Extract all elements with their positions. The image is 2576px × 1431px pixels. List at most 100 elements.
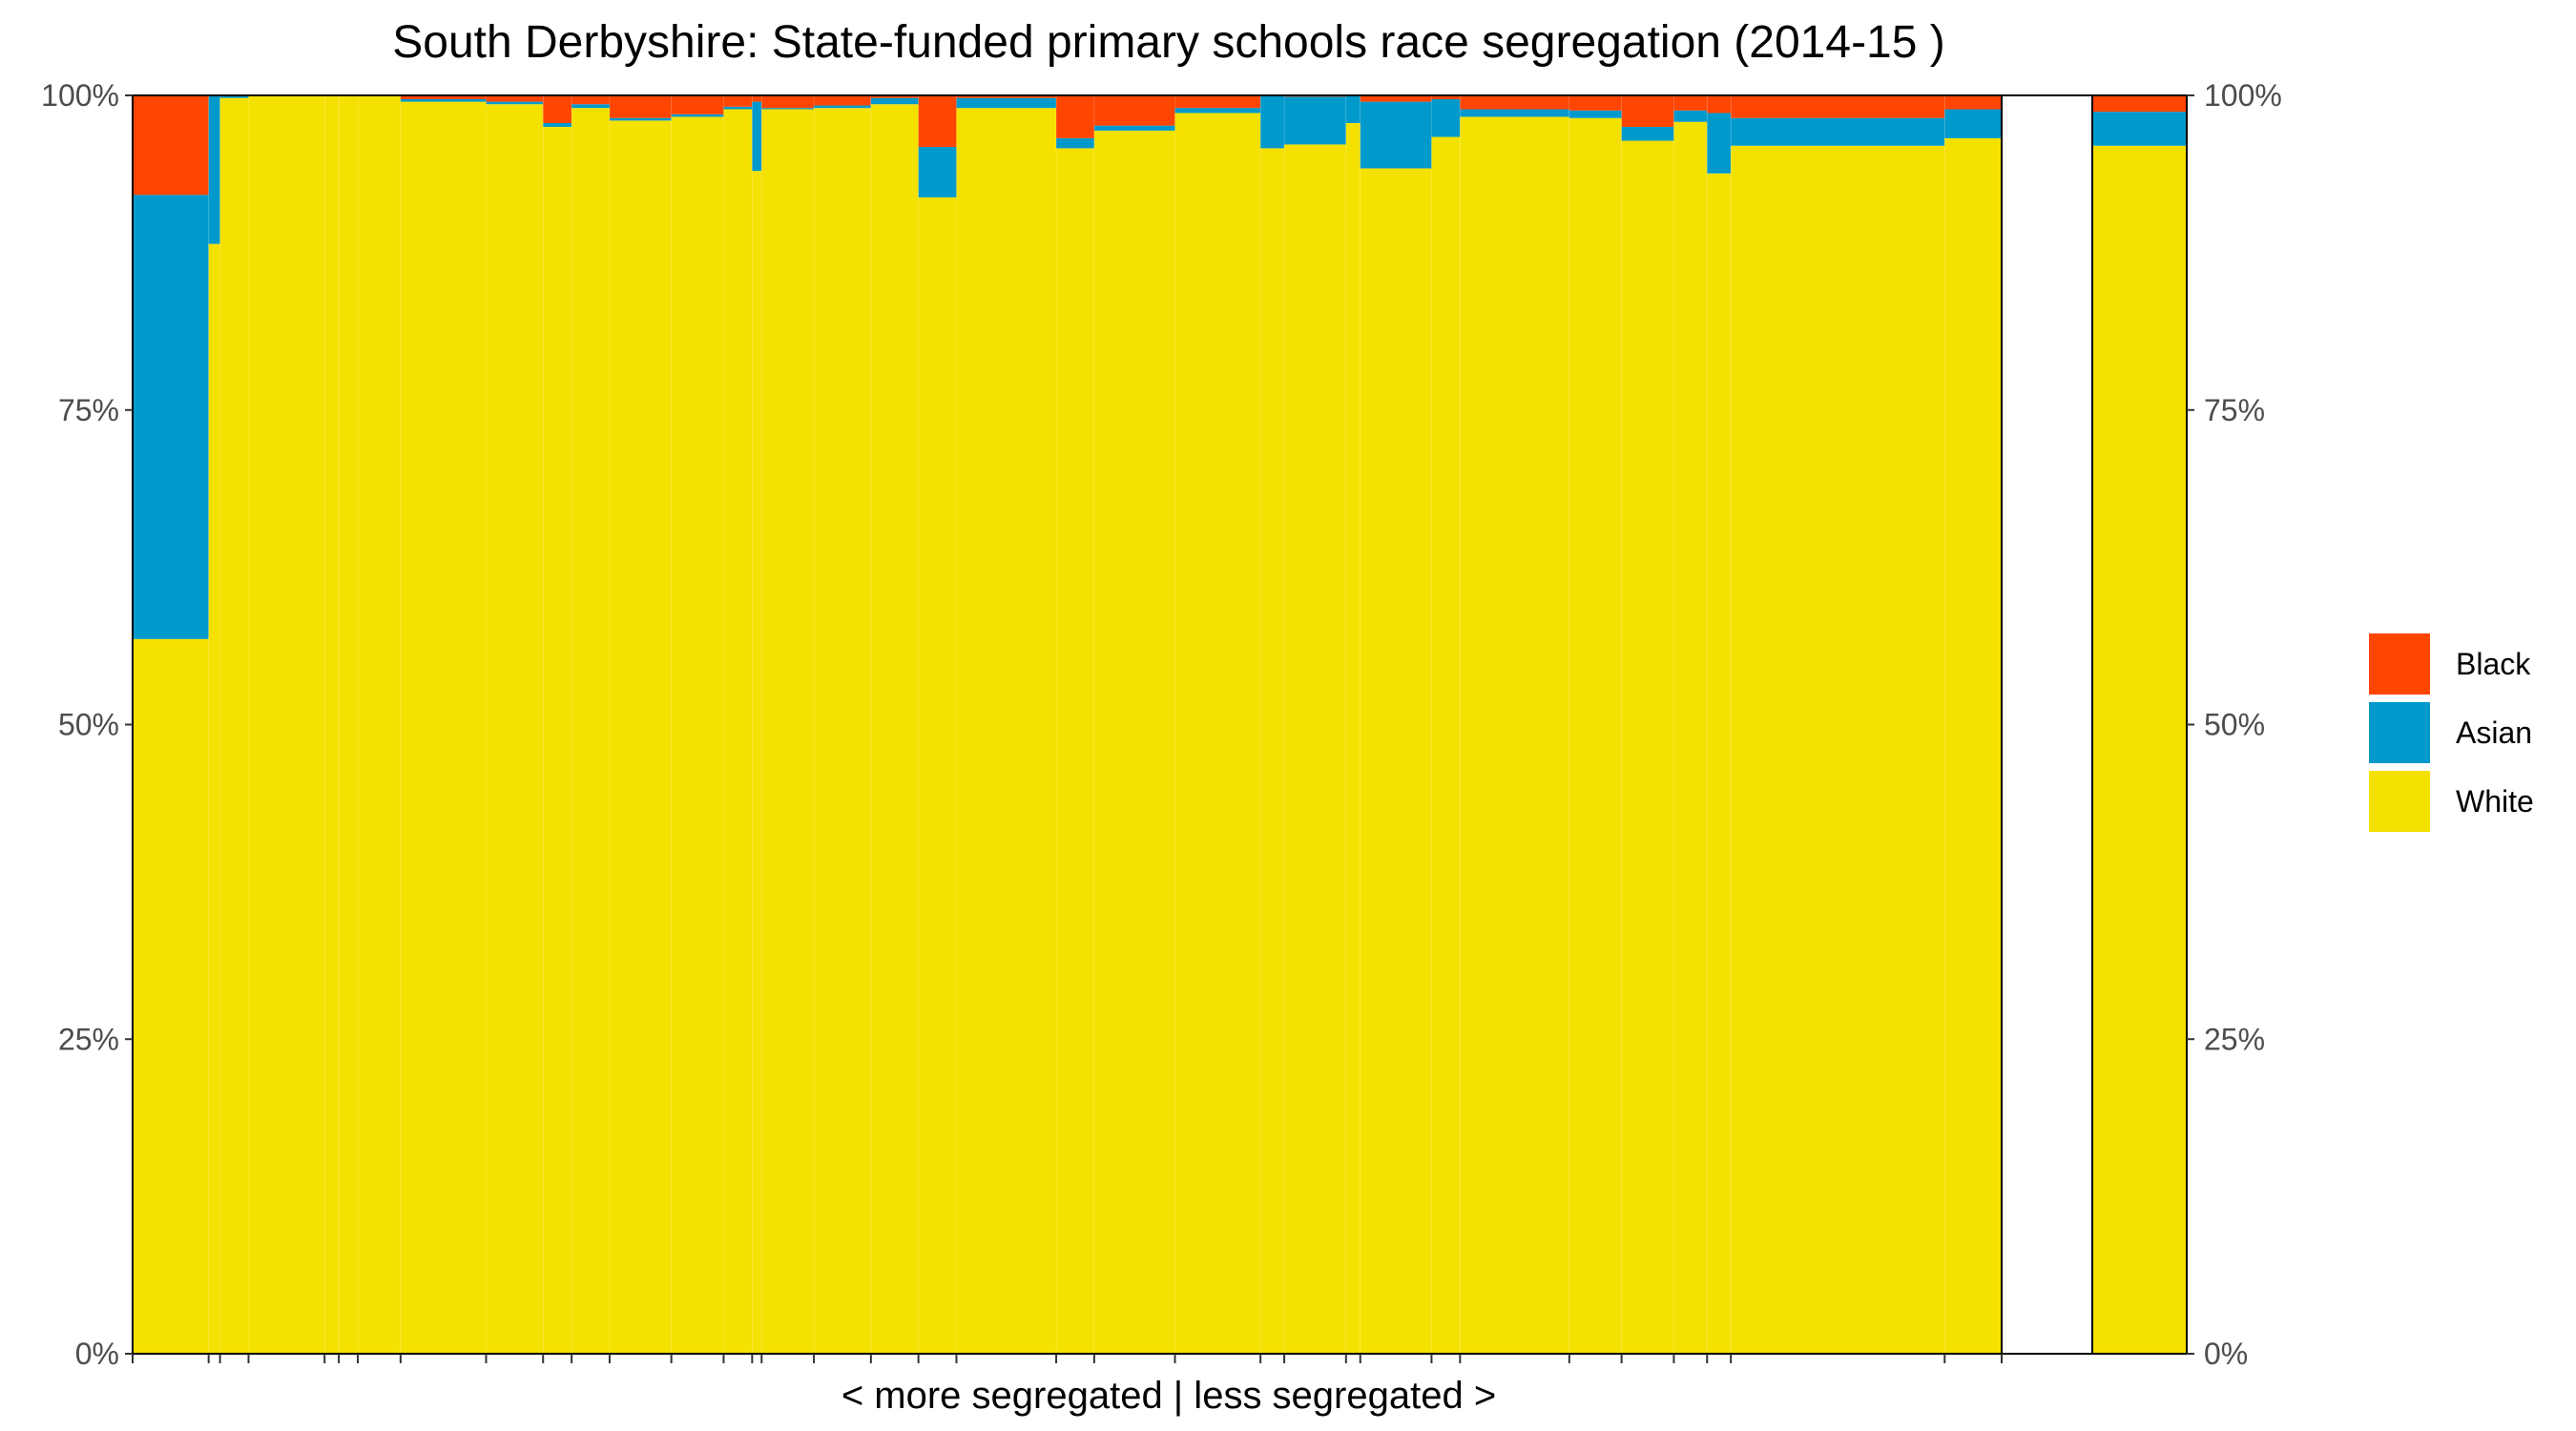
bar-segment-white (486, 104, 544, 1354)
bar-segment-asian (133, 195, 209, 639)
bar-segment-white (1460, 116, 1569, 1355)
y-tick-label-left: 25% (58, 1022, 119, 1056)
bar-segment-asian (1673, 110, 1708, 122)
bar-segment-white (918, 197, 957, 1355)
bar-segment-white (1731, 145, 1945, 1354)
bar-segment-white (1056, 148, 1094, 1355)
bar-segment-black (1431, 95, 1461, 99)
bar-segment-asian (752, 101, 762, 172)
bars-main (132, 95, 2002, 1355)
bar-segment-asian (671, 114, 724, 117)
bar-segment-black (1460, 95, 1569, 110)
bar-segment-white (1360, 168, 1432, 1355)
overall-segment-black (2092, 95, 2187, 113)
bar-segment-white (1284, 144, 1346, 1354)
bar-segment-black (956, 95, 1057, 98)
bar-segment-white (1345, 123, 1361, 1354)
bar-segment-asian (1707, 113, 1732, 174)
x-axis-label: < more segregated | less segregated > (841, 1375, 1496, 1417)
bar-segment-white (324, 95, 340, 1354)
bar-segment-asian (1360, 101, 1432, 169)
y-tick-label-left: 50% (58, 708, 119, 742)
bar-segment-black (1673, 95, 1708, 111)
bar-segment-black (870, 95, 919, 98)
bar-segment-black (752, 95, 762, 102)
bar-segment-black (1568, 95, 1622, 111)
bar-segment-asian (208, 95, 220, 244)
bar-segment-asian (609, 117, 672, 121)
bar-segment-asian (1260, 95, 1285, 149)
bar-segment-black (1621, 95, 1674, 127)
legend: Black Asian White (2369, 633, 2534, 832)
bar-segment-white (543, 126, 572, 1355)
legend-label-black: Black (2456, 647, 2531, 681)
y-tick-label-right: 25% (2204, 1022, 2265, 1056)
y-tick-label-left: 100% (41, 78, 119, 113)
bar-segment-black (1731, 95, 1945, 118)
y-tick-label-right: 75% (2204, 393, 2265, 427)
bar-segment-white (1707, 173, 1732, 1355)
bar-segment-white (671, 116, 724, 1355)
legend-swatch-white (2369, 771, 2430, 832)
bar-segment-asian (1431, 98, 1461, 137)
bar-segment-asian (1284, 96, 1346, 145)
y-axis-right: 0% 25% 50% 75% 100% (2187, 78, 2282, 1371)
bar-segment-asian (1621, 126, 1674, 141)
legend-swatch-black (2369, 633, 2430, 695)
bar-segment-white (1673, 121, 1708, 1355)
bar-segment-asian (918, 147, 957, 197)
bar-segment-black (400, 95, 487, 99)
bar-segment-white (723, 109, 753, 1354)
bar-segment-white (358, 95, 401, 1354)
bar-segment-white (400, 101, 487, 1355)
bar-segment-black (486, 95, 544, 102)
bar-segment-asian (761, 108, 815, 110)
bar-segment-white (1621, 140, 1674, 1354)
bar-segment-white (1093, 130, 1175, 1354)
bar-segment-black (723, 95, 753, 107)
bar-segment-black (133, 95, 209, 196)
bar-segment-asian (486, 101, 544, 105)
bar-segment-black (1056, 95, 1094, 138)
y-axis-left: 0% 25% 50% 75% 100% (41, 78, 133, 1371)
bar-segment-black (1360, 95, 1432, 102)
overall-segment-asian (2092, 112, 2187, 146)
legend-swatch-asian (2369, 702, 2430, 763)
bar-segment-white (956, 108, 1057, 1355)
bar-segment-white (133, 638, 209, 1354)
bar-segment-white (339, 95, 359, 1354)
bar-segment-black (1944, 95, 2002, 110)
bar-segment-white (571, 108, 610, 1355)
bar-segment-white (1944, 137, 2002, 1355)
bar-segment-asian (956, 97, 1057, 109)
chart-title: South Derbyshire: State-funded primary s… (392, 17, 1945, 68)
bar-segment-asian (1056, 137, 1094, 149)
bar-segment-asian (543, 123, 572, 127)
bar-segment-asian (1174, 108, 1261, 114)
y-tick-label-right: 50% (2204, 708, 2265, 742)
bar-segment-white (219, 97, 249, 1355)
bar-segment-asian (1345, 95, 1361, 124)
bar-segment-black (543, 95, 572, 124)
bar-segment-black (571, 95, 610, 105)
bar-segment-asian (1093, 125, 1175, 131)
bar-segment-black (609, 95, 672, 118)
y-tick-label-left: 0% (75, 1337, 119, 1371)
bar-segment-asian (219, 95, 249, 98)
bar-segment-white (609, 120, 672, 1354)
legend-label-asian: Asian (2456, 716, 2532, 750)
bar-segment-white (1431, 136, 1461, 1355)
bar-segment-white (870, 104, 919, 1354)
bar-segment-asian (814, 105, 871, 109)
y-tick-label-right: 100% (2204, 78, 2282, 113)
bar-segment-asian (1568, 110, 1622, 118)
bar-segment-asian (1944, 109, 2002, 138)
bar-segment-white (248, 95, 325, 1354)
overall-segment-white (2092, 145, 2187, 1354)
y-tick-label-right: 0% (2204, 1337, 2248, 1371)
bar-segment-white (1174, 113, 1261, 1354)
bar-segment-black (814, 95, 871, 106)
bar-segment-white (1260, 148, 1285, 1355)
bar-segment-asian (571, 104, 610, 109)
